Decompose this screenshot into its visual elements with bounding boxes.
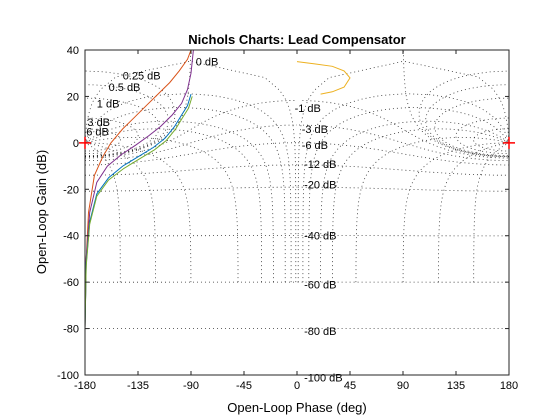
phase-contour <box>509 143 560 282</box>
critical-point-marker <box>503 136 515 149</box>
phase-contour <box>308 107 509 283</box>
grid-contour-label: -40 dB <box>304 231 336 243</box>
phase-contour <box>85 120 274 283</box>
y-tick-label: -80 <box>63 324 79 336</box>
x-tick-label: 135 <box>447 380 465 392</box>
phase-contour <box>508 142 509 144</box>
magnitude-contour <box>418 70 509 157</box>
magnitude-contour <box>455 117 509 155</box>
series-line-2 <box>85 50 194 329</box>
grid-contour-label: 0.5 dB <box>109 82 141 94</box>
magnitude-contour <box>298 142 509 166</box>
grid-contour-label: -3 dB <box>302 124 328 136</box>
phase-contour <box>508 141 509 144</box>
phase-contour <box>85 128 262 283</box>
phase-contour <box>85 142 192 283</box>
phase-contour <box>508 142 509 144</box>
phase-contour <box>297 60 509 283</box>
grid-contour-label: -1 dB <box>295 103 321 115</box>
phase-contour <box>402 142 509 283</box>
chart-series <box>85 50 351 329</box>
series-line-4 <box>85 96 193 329</box>
phase-contour <box>332 128 509 283</box>
phase-contour <box>473 142 509 283</box>
grid-contour-label: -6 dB <box>302 140 328 152</box>
grid-contour-label: 1 dB <box>97 98 120 110</box>
phase-contour <box>85 142 156 283</box>
y-axis-label: Open-Loop Gain (dB) <box>34 150 49 274</box>
x-tick-label: 90 <box>397 380 409 392</box>
series-line-5 <box>296 61 351 95</box>
y-tick-label: -60 <box>63 277 79 289</box>
grid-labels: 0 dB 0.25 dB0.5 dB 1 dB 3 dB6 dB -1 dB -3 dB -… <box>86 57 342 385</box>
phase-contour <box>508 136 509 143</box>
magnitude-contour <box>302 100 509 159</box>
x-tick-label: -135 <box>127 380 149 392</box>
series-line-3 <box>85 93 192 329</box>
x-tick-label: 0 <box>294 380 300 392</box>
x-tick-label: -180 <box>74 380 96 392</box>
magnitude-contour <box>297 164 509 176</box>
y-tick-label: -100 <box>57 370 79 382</box>
x-tick-label: 45 <box>344 380 356 392</box>
x-tick-label: -45 <box>236 380 252 392</box>
y-tick-label: 0 <box>73 138 79 150</box>
series-line-1 <box>85 50 192 329</box>
critical-point-marker <box>79 136 91 149</box>
x-tick-label: -90 <box>183 380 199 392</box>
phase-contour <box>85 137 239 283</box>
y-tick-label: 40 <box>67 45 79 57</box>
phase-contour <box>320 120 509 283</box>
phase-contour <box>85 107 286 283</box>
x-tick-label: 180 <box>500 380 518 392</box>
plot-frame <box>84 49 510 376</box>
grid-contour-label: 3 dB <box>87 117 110 129</box>
grid-contour-label: 0.25 dB <box>123 71 161 83</box>
magnitude-contour <box>299 124 509 161</box>
axis-ticks: -180 -135 -90 -45 0 45 90 135 180 -100 -80 -60 -40 -2… <box>57 45 518 392</box>
magnitude-contour <box>85 186 297 192</box>
magnitude-contour <box>297 186 509 192</box>
magnitude-contour <box>434 97 509 157</box>
phase-contour <box>85 142 121 283</box>
phase-contour <box>509 138 560 283</box>
chart-title: Nichols Charts: Lead Compensator <box>188 32 405 47</box>
grid-contour-label: -80 dB <box>304 326 336 338</box>
y-tick-label: -20 <box>63 184 79 196</box>
x-axis-label: Open-Loop Phase (deg) <box>227 400 366 415</box>
phase-contour <box>85 93 292 283</box>
phase-contour <box>508 142 509 144</box>
magnitude-contour <box>85 100 298 159</box>
grid-contour-label: 6 dB <box>86 126 109 138</box>
phase-contour <box>85 142 86 144</box>
nichols-grid <box>14 50 560 375</box>
phase-contour <box>438 142 509 283</box>
magnitude-contour <box>425 84 509 157</box>
grid-contour-label: -100 dB <box>304 372 343 384</box>
grid-contour-label: 0 dB <box>196 57 219 69</box>
grid-contour-label: -20 dB <box>304 180 336 192</box>
grid-contour-label: -60 dB <box>304 280 336 292</box>
phase-contour <box>508 141 509 144</box>
grid-contour-label: -12 dB <box>304 159 336 171</box>
y-tick-label: 20 <box>67 91 79 103</box>
phase-contour <box>509 143 560 282</box>
magnitude-contour <box>473 128 509 152</box>
y-tick-label: -40 <box>63 231 79 243</box>
phase-contour <box>355 137 509 283</box>
phase-contour <box>14 143 85 282</box>
